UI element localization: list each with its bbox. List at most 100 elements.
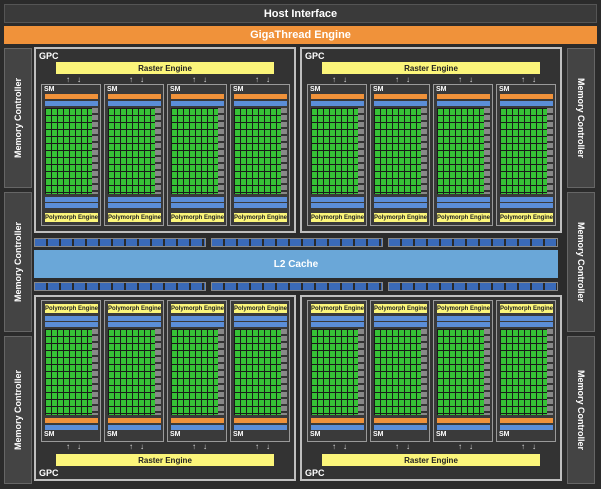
gpc: GPC Raster Engine ↑ ↓ Polymorph Engine SM ↑ ↓ Po… <box>300 295 562 481</box>
register-file-bar <box>374 197 427 202</box>
gpc-label: GPC <box>305 468 325 478</box>
streaming-multiprocessor: SM Polymorph Engine <box>41 84 101 226</box>
arrow-up-icon: ↑ <box>66 442 70 451</box>
arrow-up-icon: ↑ <box>129 75 133 84</box>
arrow-up-icon: ↑ <box>192 442 196 451</box>
register-file-bar <box>108 197 161 202</box>
streaming-multiprocessor: SM Polymorph Engine <box>104 84 164 226</box>
cuda-core-grid <box>311 329 364 415</box>
memory-controller-right-3: Memory Controller <box>567 336 595 484</box>
register-file-bar <box>45 316 98 321</box>
streaming-multiprocessor: SM Polymorph Engine <box>230 84 290 226</box>
register-file-bar <box>171 203 224 208</box>
sm-label: SM <box>436 86 447 93</box>
arrow-down-icon: ↓ <box>266 75 270 84</box>
register-file-bar <box>437 197 490 202</box>
raster-engine: Raster Engine <box>322 454 540 466</box>
arrow-up-icon: ↑ <box>66 75 70 84</box>
cuda-core-grid <box>500 329 553 415</box>
register-file-bar <box>171 316 224 321</box>
arrow-down-icon: ↓ <box>469 442 473 451</box>
polymorph-engine: Polymorph Engine <box>311 213 365 222</box>
polymorph-engine: Polymorph Engine <box>171 304 225 313</box>
register-file-bar <box>45 425 98 430</box>
memory-controller-left-1: Memory Controller <box>4 48 32 188</box>
instruction-cache-bar <box>437 94 490 99</box>
register-file-bar <box>500 101 553 106</box>
register-file-bar <box>108 316 161 321</box>
cuda-core-grid <box>437 108 490 194</box>
cuda-core-grid <box>45 329 98 415</box>
arrow-down-icon: ↓ <box>469 75 473 84</box>
register-file-bar <box>108 101 161 106</box>
polymorph-engine: Polymorph Engine <box>311 304 365 313</box>
register-file-bar <box>311 322 364 327</box>
register-file-bar <box>171 197 224 202</box>
sm-label: SM <box>310 86 321 93</box>
register-file-bar <box>374 322 427 327</box>
instruction-cache-bar <box>234 418 287 423</box>
raster-engine: Raster Engine <box>56 62 274 74</box>
cuda-core-grid <box>171 329 224 415</box>
sm-label: SM <box>107 431 118 438</box>
register-file-bar <box>374 101 427 106</box>
dram-interface-strip <box>34 238 206 247</box>
sm-label: SM <box>499 86 510 93</box>
sm-label: SM <box>373 86 384 93</box>
dram-interface-strip <box>388 282 558 291</box>
streaming-multiprocessor: Polymorph Engine SM <box>307 300 367 442</box>
register-file-bar <box>311 101 364 106</box>
arrow-down-icon: ↓ <box>406 75 410 84</box>
register-file-bar <box>234 322 287 327</box>
cuda-core-grid <box>311 108 364 194</box>
arrow-up-icon: ↑ <box>458 75 462 84</box>
l2-cache: L2 Cache <box>34 250 558 278</box>
streaming-multiprocessor: Polymorph Engine SM <box>230 300 290 442</box>
register-file-bar <box>437 322 490 327</box>
sm-label: SM <box>233 86 244 93</box>
register-file-bar <box>437 101 490 106</box>
sm-label: SM <box>170 431 181 438</box>
gpc: GPC Raster Engine ↑ ↓ Polymorph Engine SM ↑ ↓ Po… <box>34 295 296 481</box>
register-file-bar <box>45 197 98 202</box>
polymorph-engine: Polymorph Engine <box>234 213 288 222</box>
sm-label: SM <box>170 86 181 93</box>
memory-controller-left-2: Memory Controller <box>4 192 32 332</box>
register-file-bar <box>437 203 490 208</box>
cuda-core-grid <box>234 329 287 415</box>
instruction-cache-bar <box>45 418 98 423</box>
sm-label: SM <box>310 431 321 438</box>
arrow-up-icon: ↑ <box>521 75 525 84</box>
register-file-bar <box>374 203 427 208</box>
instruction-cache-bar <box>374 418 427 423</box>
polymorph-engine: Polymorph Engine <box>171 213 225 222</box>
arrow-up-icon: ↑ <box>255 75 259 84</box>
instruction-cache-bar <box>108 418 161 423</box>
register-file-bar <box>437 425 490 430</box>
memory-controller-right-1: Memory Controller <box>567 48 595 188</box>
arrow-down-icon: ↓ <box>532 442 536 451</box>
raster-engine: Raster Engine <box>56 454 274 466</box>
polymorph-engine: Polymorph Engine <box>437 213 491 222</box>
cuda-core-grid <box>374 329 427 415</box>
sm-label: SM <box>44 86 55 93</box>
cuda-core-grid <box>374 108 427 194</box>
arrow-up-icon: ↑ <box>192 75 196 84</box>
instruction-cache-bar <box>374 94 427 99</box>
arrow-down-icon: ↓ <box>77 75 81 84</box>
register-file-bar <box>311 316 364 321</box>
arrow-down-icon: ↓ <box>203 442 207 451</box>
arrow-up-icon: ↑ <box>395 442 399 451</box>
gpc: GPC Raster Engine ↑ ↓ SM Polymorph Engine ↑ ↓ SM… <box>34 47 296 233</box>
streaming-multiprocessor: SM Polymorph Engine <box>307 84 367 226</box>
arrow-down-icon: ↓ <box>343 442 347 451</box>
register-file-bar <box>234 203 287 208</box>
arrow-up-icon: ↑ <box>332 75 336 84</box>
register-file-bar <box>437 316 490 321</box>
streaming-multiprocessor: SM Polymorph Engine <box>433 84 493 226</box>
instruction-cache-bar <box>437 418 490 423</box>
instruction-cache-bar <box>45 94 98 99</box>
instruction-cache-bar <box>108 94 161 99</box>
streaming-multiprocessor: SM Polymorph Engine <box>167 84 227 226</box>
raster-engine: Raster Engine <box>322 62 540 74</box>
